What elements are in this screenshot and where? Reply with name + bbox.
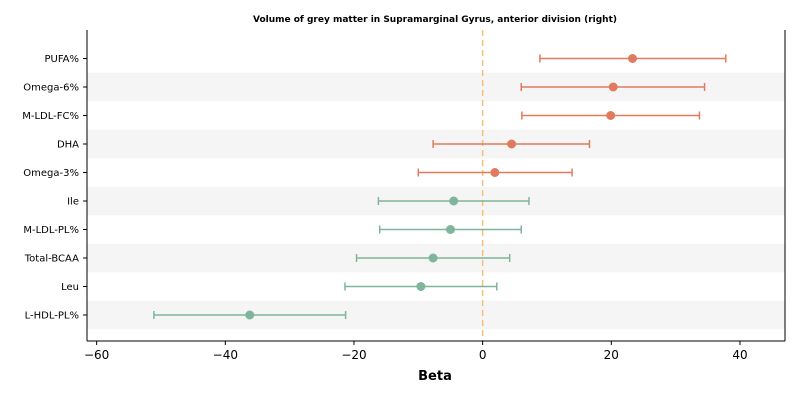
- x-tick-label: −40: [213, 348, 238, 362]
- beta-point: [416, 282, 426, 291]
- x-axis-ticks: −60 −40 −20 0 20 40: [84, 341, 748, 362]
- y-tick-label: M-LDL-FC%: [22, 111, 79, 122]
- beta-point: [449, 196, 459, 206]
- y-tick-label: Ile: [67, 197, 79, 208]
- beta-point: [608, 82, 618, 92]
- beta-points: [245, 54, 638, 320]
- x-tick-label: 40: [732, 348, 747, 362]
- x-tick-label: 0: [479, 348, 487, 362]
- y-tick-label: M-LDL-PL%: [23, 225, 79, 236]
- y-tick-label: PUFA%: [44, 54, 79, 65]
- beta-point: [628, 54, 638, 63]
- beta-point: [245, 310, 255, 320]
- beta-point: [507, 139, 517, 149]
- y-tick-label: Total-BCAA: [24, 254, 79, 265]
- x-tick-label: −60: [84, 348, 109, 362]
- beta-point: [490, 168, 500, 177]
- y-tick-label: Omega-6%: [23, 83, 79, 94]
- beta-point: [445, 225, 455, 234]
- chart-title: Volume of grey matter in Supramarginal G…: [253, 15, 617, 25]
- y-tick-label: Leu: [61, 282, 79, 293]
- y-axis-labels: PUFA% Omega-6% M-LDL-FC% DHA Omega-3% Ile M-LD…: [22, 54, 87, 322]
- y-tick-label: Omega-3%: [23, 168, 79, 179]
- beta-point: [606, 111, 616, 120]
- x-tick-label: 20: [604, 348, 619, 362]
- y-tick-label: L-HDL-PL%: [25, 311, 79, 322]
- beta-point: [428, 253, 438, 263]
- y-tick-label: DHA: [57, 140, 79, 151]
- x-axis-label: Beta: [418, 369, 452, 384]
- axes: [86, 30, 786, 342]
- x-tick-label: −20: [341, 348, 366, 362]
